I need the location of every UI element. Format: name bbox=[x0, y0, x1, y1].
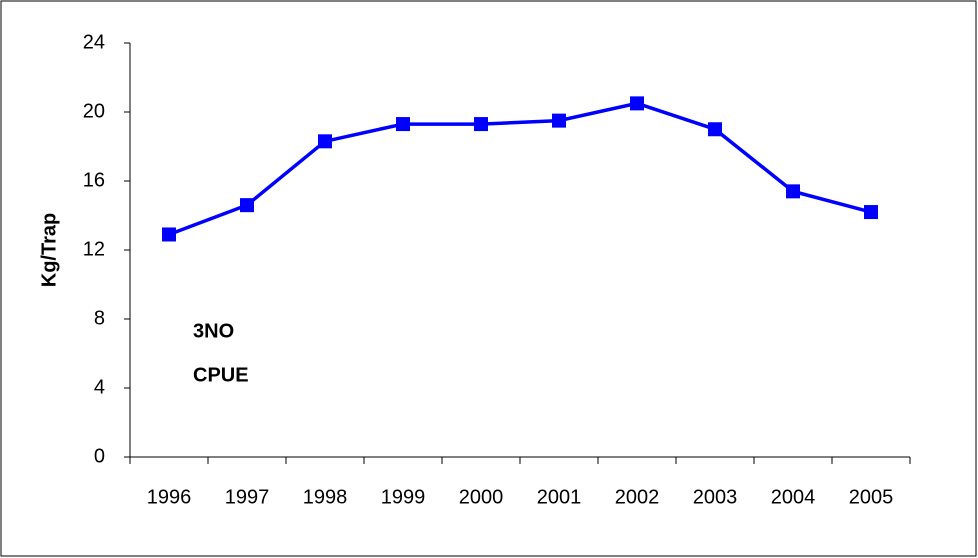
data-point bbox=[474, 117, 488, 132]
x-tick-label: 1997 bbox=[225, 486, 270, 508]
series-line bbox=[168, 101, 872, 237]
y-axis-label: Kg/Trap bbox=[38, 213, 60, 287]
x-tick-label: 2005 bbox=[849, 486, 894, 508]
y-tick-label: 16 bbox=[83, 169, 105, 191]
data-point bbox=[162, 227, 176, 242]
data-point bbox=[318, 134, 332, 149]
x-tick-label: 1998 bbox=[303, 486, 348, 508]
data-point bbox=[552, 113, 566, 128]
x-tick-label: 2002 bbox=[615, 486, 660, 508]
data-point bbox=[708, 122, 722, 137]
y-tick-label: 8 bbox=[94, 307, 105, 329]
x-tick-label: 2001 bbox=[537, 486, 582, 508]
y-tick-label: 0 bbox=[94, 445, 105, 467]
data-point bbox=[630, 96, 644, 111]
y-tick-label: 12 bbox=[83, 238, 105, 260]
y-tick-label: 4 bbox=[94, 376, 105, 398]
annotation: 3NO bbox=[193, 320, 234, 342]
x-tick-label: 1996 bbox=[147, 486, 192, 508]
x-tick-label: 2000 bbox=[459, 486, 504, 508]
data-point bbox=[240, 198, 254, 213]
x-tick-label: 2003 bbox=[693, 486, 738, 508]
y-tick-label: 20 bbox=[83, 100, 105, 122]
data-point bbox=[396, 117, 410, 132]
data-point bbox=[786, 184, 800, 199]
y-tick-label: 24 bbox=[83, 31, 105, 53]
x-tick-label: 1999 bbox=[381, 486, 426, 508]
x-tick-label: 2004 bbox=[771, 486, 816, 508]
annotation: CPUE bbox=[193, 364, 249, 386]
data-point bbox=[864, 205, 878, 220]
